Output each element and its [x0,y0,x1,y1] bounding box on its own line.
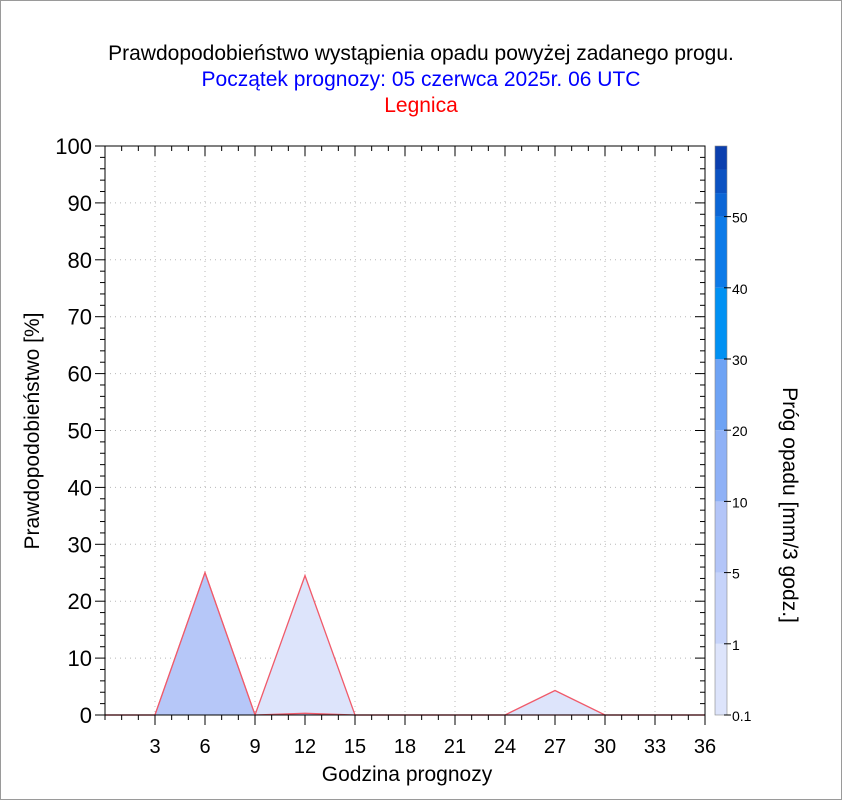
y-axis-label: Prawdopodobieństwo [%] [21,313,44,550]
colorbar-tick-label: 20 [732,423,748,439]
y-tick-label: 80 [68,248,92,273]
colorbar-tick-label: 1 [732,637,740,653]
colorbar-band-5 [715,287,727,359]
x-tick-label: 18 [394,736,416,758]
series-area-1 [105,572,705,715]
colorbar-band-7 [715,193,727,217]
colorbar-tick-label: 30 [732,352,748,368]
x-tick-label: 6 [199,736,210,758]
chart-location: Legnica [384,94,458,117]
colorbar-band-9 [715,146,727,170]
x-tick-label: 33 [644,736,666,758]
colorbar-band-0 [715,643,727,715]
y-tick-label: 20 [68,589,92,614]
y-tick-label: 30 [68,532,92,557]
y-tick-label: 0 [80,703,92,728]
colorbar-band-3 [715,430,727,502]
grid-lines [105,146,705,715]
colorbar-band-6 [715,216,727,288]
colorbar-tick-label: 0.1 [732,708,752,724]
x-tick-label: 3 [149,736,160,758]
chart-title: Prawdopodobieństwo wystąpienia opadu pow… [108,42,734,65]
y-tick-label: 60 [68,362,92,387]
x-tick-label: 9 [249,736,260,758]
x-tick-label: 30 [594,736,616,758]
x-tick-label: 24 [494,736,516,758]
series-areas [105,570,705,717]
x-tick-label: 21 [444,736,466,758]
colorbar-band-2 [715,501,727,573]
colorbar-band-8 [715,169,727,194]
x-tick-label: 15 [344,736,366,758]
chart-subtitle: Początek prognozy: 05 czerwca 2025r. 06 … [201,68,641,91]
x-tick-label: 36 [694,736,716,758]
y-tick-label: 50 [68,419,92,444]
x-tick-label: 27 [544,736,566,758]
colorbar-label: Próg opadu [mm/3 godz.] [778,387,801,623]
colorbar-tick-label: 50 [732,210,748,226]
y-tick-label: 70 [68,305,92,330]
y-tick-label: 90 [68,191,92,216]
colorbar-band-1 [715,572,727,644]
x-axis-label: Godzina prognozy [322,763,493,786]
colorbar-tick-label: 40 [732,281,748,297]
y-tick-label: 40 [68,475,92,500]
colorbar: 0.1 1 5 10 20 30 40 50 [714,145,752,724]
x-tick-label: 12 [294,736,316,758]
colorbar-tick-label: 10 [732,494,748,510]
colorbar-band-4 [715,359,727,431]
y-tick-label: 100 [55,134,92,159]
y-tick-label: 10 [68,646,92,671]
colorbar-tick-label: 5 [732,566,740,582]
